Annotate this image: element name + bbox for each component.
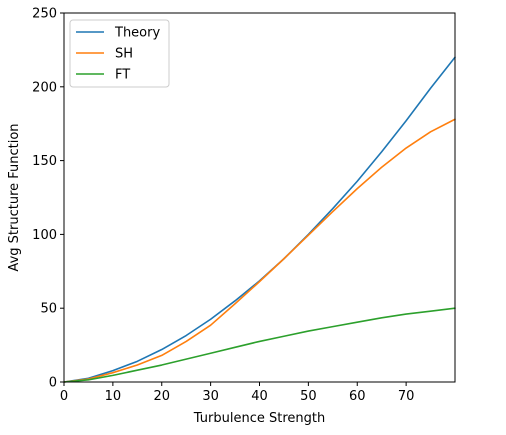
y-tick-label: 50 [40,302,57,317]
x-axis: 0 10 20 30 40 50 60 70 [60,382,415,404]
y-tick-label: 200 [32,80,57,95]
x-tick-label: 30 [202,389,219,404]
y-tick-label: 150 [32,154,57,169]
x-tick-label: 40 [251,389,268,404]
x-tick-label: 50 [300,389,317,404]
legend-label-theory: Theory [114,26,160,41]
series-line-ft [63,307,456,383]
x-tick-label: 0 [60,389,68,404]
legend-label-ft: FT [115,68,130,83]
plot-content [63,56,456,383]
legend-box [69,19,170,88]
series-line-theory [63,56,456,383]
x-tick-label: 70 [398,389,415,404]
series-line-sh [63,118,456,383]
x-tick-label: 20 [153,389,170,404]
x-tick-label: 10 [105,389,122,404]
y-tick-label: 250 [32,7,57,22]
legend-label-sh: SH [115,47,133,62]
y-axis: 0 50 100 150 200 250 [32,7,64,391]
legend: Theory SH FT [69,19,170,88]
x-axis-label: Turbulence Strength [193,411,325,426]
y-tick-label: 100 [32,228,57,243]
y-tick-label: 0 [49,376,57,391]
y-axis-label: Avg Structure Function [7,123,22,271]
x-tick-label: 60 [349,389,366,404]
